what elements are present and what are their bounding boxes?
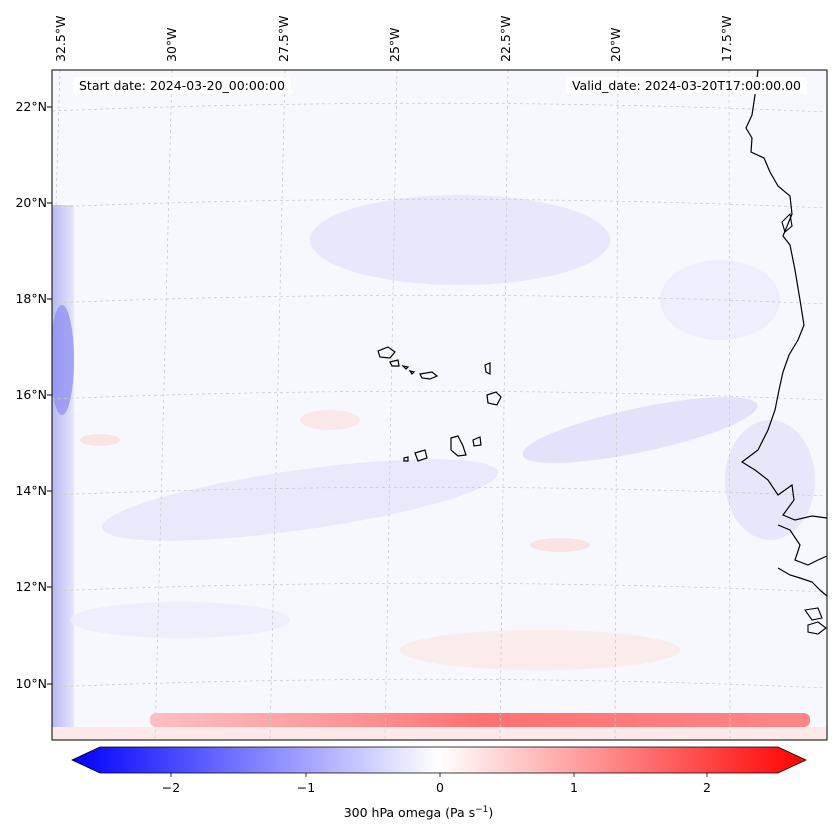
colorbar-tick: 0	[436, 780, 444, 795]
colorbar	[71, 746, 807, 777]
colorbar-title: 300 hPa omega (Pa s−1)	[0, 805, 837, 820]
colorbar-tick: −1	[296, 780, 316, 795]
colorbar-tick: 2	[703, 780, 711, 795]
africa-coastline	[740, 70, 827, 521]
colorbar-title-text: 300 hPa omega (Pa s	[343, 805, 476, 821]
cape-verde-islands	[377, 346, 502, 462]
graticule	[52, 70, 827, 740]
lon-label: 32.5°W	[53, 15, 68, 62]
lon-label: 25°W	[387, 27, 402, 62]
lat-label: 10°N	[15, 676, 47, 691]
lat-label: 18°N	[15, 291, 47, 306]
lat-label: 14°N	[15, 483, 47, 498]
colorbar-title-unit-exponent: −1	[475, 805, 489, 815]
start-date-label: Start date: 2024-03-20_00:00:00	[73, 77, 291, 94]
colorbar-tick: 1	[570, 780, 578, 795]
colorbar-title-end: )	[488, 805, 494, 821]
lat-label: 12°N	[15, 579, 47, 594]
lon-label: 17.5°W	[719, 15, 734, 62]
lon-label: 20°W	[608, 27, 623, 62]
colorbar-tick: −2	[161, 780, 181, 795]
lon-label: 30°W	[164, 27, 179, 62]
lon-label: 27.5°W	[276, 15, 291, 62]
axis-ticks	[47, 106, 52, 685]
lat-label: 22°N	[15, 99, 47, 114]
lat-label: 20°N	[15, 195, 47, 210]
lat-label: 16°N	[15, 387, 47, 402]
map-frame	[51, 69, 828, 741]
lon-label: 22.5°W	[498, 15, 513, 62]
valid-date-label: Valid_date: 2024-03-20T17:00:00.00	[565, 77, 807, 94]
omega-field	[52, 70, 827, 740]
